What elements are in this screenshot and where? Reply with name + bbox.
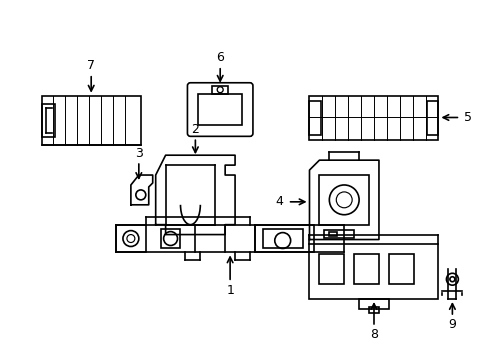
Bar bbox=[324, 230, 353, 238]
Bar bbox=[358, 299, 388, 309]
Text: 3: 3 bbox=[135, 147, 142, 160]
Bar bbox=[368, 307, 378, 313]
Text: 2: 2 bbox=[191, 123, 199, 136]
Bar bbox=[309, 244, 438, 299]
Text: 4: 4 bbox=[275, 195, 283, 208]
Bar bbox=[41, 104, 55, 137]
Bar bbox=[319, 175, 368, 225]
Bar bbox=[198, 94, 242, 125]
Text: 7: 7 bbox=[87, 59, 95, 72]
Text: 9: 9 bbox=[447, 318, 455, 331]
Bar bbox=[254, 225, 314, 252]
Bar bbox=[116, 225, 145, 252]
Text: 1: 1 bbox=[226, 284, 234, 297]
Bar bbox=[41, 96, 141, 145]
Bar bbox=[212, 86, 228, 94]
Bar bbox=[353, 255, 378, 284]
Text: 6: 6 bbox=[216, 51, 224, 64]
Bar bbox=[328, 231, 337, 235]
Bar bbox=[263, 229, 302, 248]
Bar bbox=[309, 96, 438, 140]
Text: 8: 8 bbox=[369, 328, 377, 341]
Text: 5: 5 bbox=[463, 111, 471, 124]
Bar bbox=[319, 255, 344, 284]
Bar bbox=[161, 229, 180, 248]
Bar bbox=[426, 100, 438, 135]
Bar bbox=[309, 100, 321, 135]
Bar bbox=[388, 255, 413, 284]
